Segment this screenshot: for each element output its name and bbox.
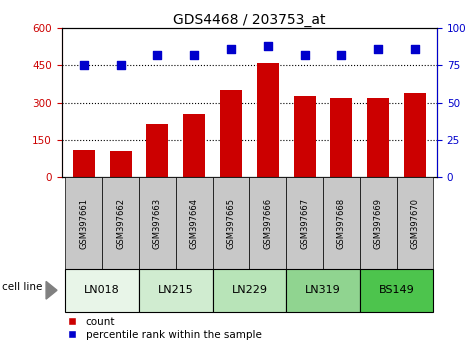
Point [301,52,308,58]
Bar [176,177,213,269]
Bar [367,98,389,177]
Bar [213,177,249,269]
Bar [249,177,286,269]
Bar [360,177,397,269]
Bar [397,177,433,269]
Point [117,63,124,68]
Bar [66,269,139,312]
Text: GSM397670: GSM397670 [410,198,419,249]
Bar [139,269,213,312]
Point [374,46,382,52]
Bar [404,93,426,177]
Text: GSM397662: GSM397662 [116,198,125,249]
Point [411,46,419,52]
Bar [110,151,132,177]
Text: LN319: LN319 [305,285,341,295]
Bar [73,150,95,177]
Bar [139,177,176,269]
Bar [294,96,315,177]
Bar [286,177,323,269]
Bar [66,177,102,269]
Bar [102,177,139,269]
Text: GSM397665: GSM397665 [227,198,236,249]
Text: cell line: cell line [2,282,43,292]
Point [227,46,235,52]
Text: GSM397669: GSM397669 [374,198,383,249]
Text: GSM397664: GSM397664 [190,198,199,249]
Bar [146,124,169,177]
Text: GSM397667: GSM397667 [300,198,309,249]
Title: GDS4468 / 203753_at: GDS4468 / 203753_at [173,13,326,27]
Bar [220,90,242,177]
Text: GSM397668: GSM397668 [337,198,346,249]
Bar [323,177,360,269]
Text: GSM397661: GSM397661 [79,198,88,249]
Bar [286,269,360,312]
Legend: count, percentile rank within the sample: count, percentile rank within the sample [67,317,262,340]
Point [153,52,161,58]
Text: LN018: LN018 [85,285,120,295]
Bar [256,63,279,177]
Point [80,63,87,68]
Bar [360,269,433,312]
Bar [213,269,286,312]
Bar [330,98,352,177]
Point [264,43,272,49]
Point [338,52,345,58]
Text: BS149: BS149 [379,285,414,295]
Text: GSM397666: GSM397666 [263,198,272,249]
Polygon shape [46,281,57,299]
Bar [183,114,205,177]
Text: GSM397663: GSM397663 [153,198,162,249]
Text: LN229: LN229 [231,285,267,295]
Text: LN215: LN215 [158,285,194,295]
Point [190,52,198,58]
